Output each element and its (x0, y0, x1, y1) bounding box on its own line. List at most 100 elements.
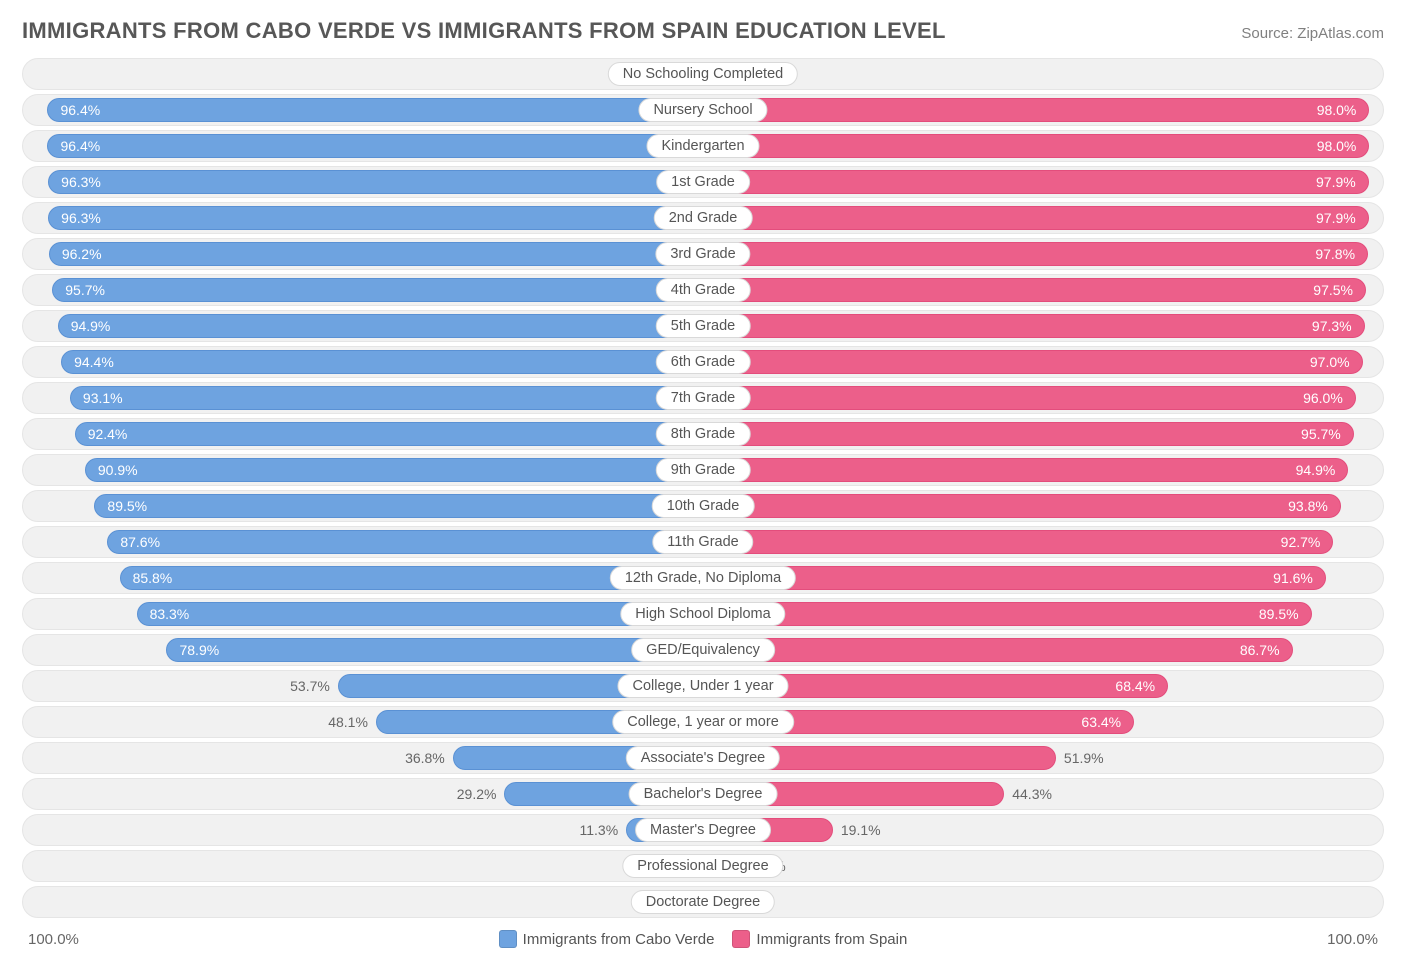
right-half: 6.3% (703, 851, 1383, 881)
left-bar: 78.9% (166, 638, 703, 662)
left-half: 94.4% (23, 347, 703, 377)
right-half: 97.3% (703, 311, 1383, 341)
category-label: College, Under 1 year (617, 674, 788, 698)
legend-label-right: Immigrants from Spain (756, 931, 907, 948)
right-bar: 97.5% (703, 278, 1366, 302)
right-half: 97.8% (703, 239, 1383, 269)
category-label: 7th Grade (656, 386, 751, 410)
right-half: 96.0% (703, 383, 1383, 413)
chart-row: 36.8%51.9%Associate's Degree (22, 742, 1384, 774)
left-half: 90.9% (23, 455, 703, 485)
left-value: 94.9% (59, 318, 123, 334)
right-value: 97.0% (1298, 354, 1362, 370)
left-value: 89.5% (95, 498, 159, 514)
right-half: 68.4% (703, 671, 1383, 701)
right-half: 97.9% (703, 167, 1383, 197)
left-value: 96.2% (50, 246, 114, 262)
right-bar: 97.9% (703, 206, 1369, 230)
chart-row: 96.4%98.0%Nursery School (22, 94, 1384, 126)
left-value: 29.2% (457, 779, 497, 809)
left-value: 78.9% (167, 642, 231, 658)
right-value: 98.0% (1305, 102, 1369, 118)
source-link[interactable]: ZipAtlas.com (1297, 25, 1384, 42)
chart-footer: 100.0% Immigrants from Cabo Verde Immigr… (22, 922, 1384, 956)
category-label: 4th Grade (656, 278, 751, 302)
left-half: 78.9% (23, 635, 703, 665)
left-value: 92.4% (76, 426, 140, 442)
right-half: 91.6% (703, 563, 1383, 593)
right-half: 98.0% (703, 95, 1383, 125)
right-half: 93.8% (703, 491, 1383, 521)
left-value: 94.4% (62, 354, 126, 370)
right-bar: 92.7% (703, 530, 1333, 554)
left-value: 96.4% (48, 138, 112, 154)
legend-label-left: Immigrants from Cabo Verde (523, 931, 715, 948)
chart-row: 95.7% 97.5% 4th Grade (22, 274, 1384, 306)
left-bar: 96.2% (49, 242, 703, 266)
left-half: 96.3% (23, 203, 703, 233)
right-bar: 86.7% (703, 638, 1293, 662)
chart-row: 89.5%93.8%10th Grade (22, 490, 1384, 522)
category-label: 9th Grade (656, 458, 751, 482)
chart-row: 96.3%97.9%2nd Grade (22, 202, 1384, 234)
chart-row: 85.8%91.6%12th Grade, No Diploma (22, 562, 1384, 594)
right-bar: 95.7% (703, 422, 1354, 446)
legend: Immigrants from Cabo Verde Immigrants fr… (499, 930, 908, 948)
chart-row: 3.1%6.3%Professional Degree (22, 850, 1384, 882)
right-half: 86.7% (703, 635, 1383, 665)
right-value: 44.3% (1012, 779, 1052, 809)
right-value: 95.7% (1289, 426, 1353, 442)
chart-row: 11.3%19.1%Master's Degree (22, 814, 1384, 846)
category-label: 3rd Grade (655, 242, 750, 266)
right-half: 94.9% (703, 455, 1383, 485)
right-value: 97.5% (1301, 282, 1365, 298)
left-half: 96.2% (23, 239, 703, 269)
left-value: 96.3% (49, 174, 113, 190)
category-label: GED/Equivalency (631, 638, 775, 662)
left-half: 3.5% (23, 59, 703, 89)
right-value: 89.5% (1247, 606, 1311, 622)
chart-row: 94.9% 97.3%5th Grade (22, 310, 1384, 342)
chart-row: 94.4%97.0%6th Grade (22, 346, 1384, 378)
left-half: 36.8% (23, 743, 703, 773)
right-half: 51.9% (703, 743, 1383, 773)
axis-right-max: 100.0% (1327, 931, 1378, 948)
source-prefix: Source: (1241, 25, 1297, 42)
category-label: No Schooling Completed (608, 62, 798, 86)
left-bar: 87.6% (107, 530, 703, 554)
chart-row: 3.5%2.0%No Schooling Completed (22, 58, 1384, 90)
right-half: 97.0% (703, 347, 1383, 377)
left-value: 96.3% (49, 210, 113, 226)
right-bar: 97.0% (703, 350, 1363, 374)
left-value: 11.3% (580, 815, 619, 845)
category-label: 12th Grade, No Diploma (610, 566, 796, 590)
category-label: 1st Grade (656, 170, 750, 194)
right-half: 97.9% (703, 203, 1383, 233)
left-bar: 83.3% (137, 602, 703, 626)
right-bar: 97.9% (703, 170, 1369, 194)
chart-row: 90.9%94.9%9th Grade (22, 454, 1384, 486)
left-bar: 96.3% (48, 170, 703, 194)
left-half: 29.2% (23, 779, 703, 809)
chart-row: 53.7% 68.4%College, Under 1 year (22, 670, 1384, 702)
left-value: 93.1% (71, 390, 135, 406)
left-half: 85.8% (23, 563, 703, 593)
category-label: Kindergarten (646, 134, 759, 158)
category-label: Doctorate Degree (631, 890, 775, 914)
left-half: 1.3% (23, 887, 703, 917)
legend-swatch-left (499, 930, 517, 948)
right-bar: 98.0% (703, 98, 1369, 122)
legend-item-left: Immigrants from Cabo Verde (499, 930, 715, 948)
left-bar: 92.4% (75, 422, 703, 446)
left-value: 53.7% (290, 671, 330, 701)
chart-row: 29.2%44.3%Bachelor's Degree (22, 778, 1384, 810)
diverging-bar-chart: 3.5%2.0%No Schooling Completed96.4%98.0%… (22, 58, 1384, 918)
right-half: 97.5% (703, 275, 1383, 305)
chart-row: 92.4%95.7%8th Grade (22, 418, 1384, 450)
left-half: 95.7% (23, 275, 703, 305)
right-half: 2.6% (703, 887, 1383, 917)
left-bar: 96.3% (48, 206, 703, 230)
category-label: 5th Grade (656, 314, 751, 338)
right-value: 63.4% (1069, 714, 1133, 730)
category-label: Professional Degree (622, 854, 783, 878)
